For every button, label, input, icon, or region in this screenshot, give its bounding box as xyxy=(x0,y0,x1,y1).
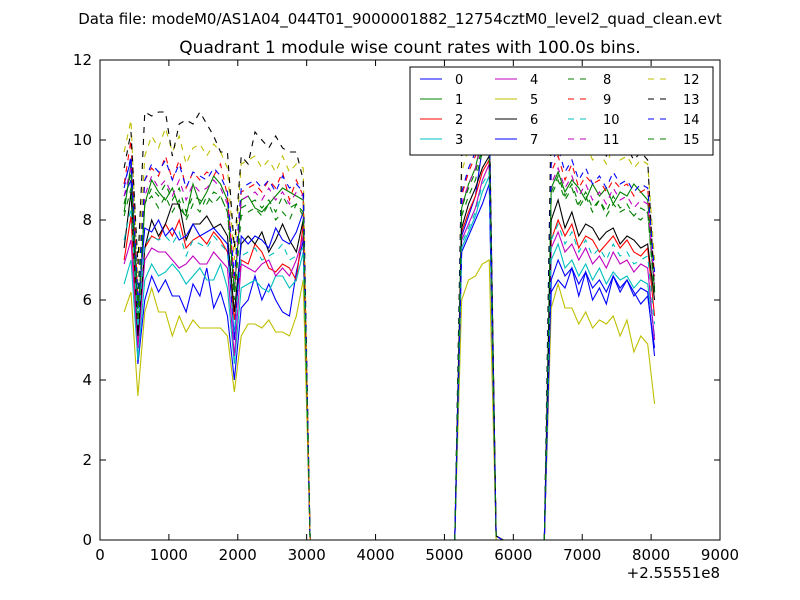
x-tick-label: 4000 xyxy=(356,546,394,564)
series-14-segment-4 xyxy=(543,146,656,540)
x-tick-label: 5000 xyxy=(425,546,463,564)
x-tick-label: 2000 xyxy=(219,546,257,564)
chart-suptitle: Data file: modeM0/AS1A04_044T01_90000018… xyxy=(78,10,722,29)
series-7-segment-4 xyxy=(543,258,656,540)
y-tick-label: 10 xyxy=(73,131,92,149)
series-3-segment-4 xyxy=(543,242,656,540)
axes: 0 1000 2000 3000 4000 5000 6000 7000 8000 9000 0 2 4… xyxy=(73,51,739,564)
series-0-segment-4 xyxy=(543,266,656,540)
series-3-segment-0 xyxy=(123,251,311,540)
series-5-segment-0 xyxy=(123,279,311,540)
series-14-segment-0 xyxy=(123,155,311,540)
legend-label-5: 5 xyxy=(530,93,538,108)
legend-label-6: 6 xyxy=(530,113,538,128)
legend-label-1: 1 xyxy=(455,93,463,108)
legend-label-12: 12 xyxy=(683,73,700,88)
series-2-segment-4 xyxy=(543,218,656,540)
legend-label-13: 13 xyxy=(683,93,700,108)
series-13-segment-2 xyxy=(454,94,504,540)
x-offset-label: +2.55551e8 xyxy=(627,564,720,582)
series-5-segment-4 xyxy=(543,282,656,540)
series-15-segment-2 xyxy=(454,133,504,540)
series-11-segment-0 xyxy=(123,167,311,540)
legend-label-15: 15 xyxy=(683,133,700,148)
series-1-segment-0 xyxy=(123,163,311,540)
series-13-segment-4 xyxy=(543,106,656,540)
series-8-segment-4 xyxy=(543,178,656,540)
series-10-segment-4 xyxy=(543,222,656,540)
x-tick-label: 9000 xyxy=(701,546,739,564)
series-8-segment-0 xyxy=(123,187,311,540)
legend-label-11: 11 xyxy=(603,133,620,148)
series-15-segment-0 xyxy=(123,171,311,540)
series-4-segment-0 xyxy=(123,235,311,540)
x-tick-label: 8000 xyxy=(632,546,670,564)
series-7-segment-0 xyxy=(123,159,311,540)
legend-label-9: 9 xyxy=(603,93,611,108)
x-tick-label: 1000 xyxy=(150,546,188,564)
x-tick-label: 6000 xyxy=(494,546,532,564)
series-12-segment-0 xyxy=(123,119,311,540)
y-tick-label: 12 xyxy=(73,51,92,69)
series-9-segment-0 xyxy=(123,139,311,540)
series-4-segment-4 xyxy=(543,230,656,540)
x-tick-label: 7000 xyxy=(563,546,601,564)
y-tick-label: 2 xyxy=(82,451,92,469)
series-1-segment-4 xyxy=(543,170,656,540)
legend-label-0: 0 xyxy=(455,73,463,88)
y-tick-label: 4 xyxy=(82,371,92,389)
y-tick-label: 6 xyxy=(82,291,92,309)
y-tick-label: 0 xyxy=(82,531,92,549)
series-0-segment-0 xyxy=(123,179,311,540)
legend-label-4: 4 xyxy=(530,73,538,88)
legend-label-10: 10 xyxy=(603,113,620,128)
legend-box xyxy=(409,66,714,156)
legend-label-14: 14 xyxy=(683,113,700,128)
series-10-segment-0 xyxy=(123,207,311,540)
chart-title: Quadrant 1 module wise count rates with … xyxy=(179,38,640,58)
x-tick-label: 0 xyxy=(95,546,105,564)
series-6-segment-4 xyxy=(543,198,656,540)
series-2-segment-0 xyxy=(123,215,311,540)
legend-label-7: 7 xyxy=(530,133,538,148)
plot-area xyxy=(123,94,656,540)
series-6-segment-0 xyxy=(123,191,311,540)
legend-label-3: 3 xyxy=(455,133,463,148)
series-14-segment-2 xyxy=(454,114,504,540)
series-11-segment-4 xyxy=(543,166,656,540)
series-11-segment-2 xyxy=(454,123,504,540)
legend-label-2: 2 xyxy=(455,113,463,128)
series-15-segment-4 xyxy=(543,174,656,540)
x-tick-label: 3000 xyxy=(288,546,326,564)
series-9-segment-4 xyxy=(543,154,656,540)
y-tick-label: 8 xyxy=(82,211,92,229)
legend-label-8: 8 xyxy=(603,73,611,88)
